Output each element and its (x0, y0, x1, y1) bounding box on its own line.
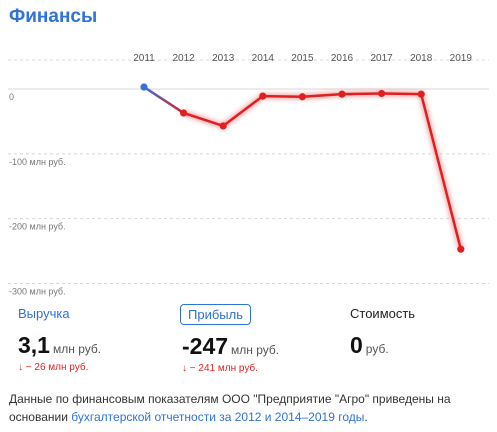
metric-cost-unit: руб. (365, 342, 389, 356)
finance-chart: 0 -100 млн руб. -200 млн руб. -300 млн руб.… (0, 40, 497, 302)
series-line-glow (182, 90, 464, 250)
metric-value-cost[interactable]: Стоимость 0 руб. (350, 304, 415, 359)
x-tick-label: 2013 (212, 53, 235, 64)
metric-revenue-unit: млн руб. (52, 342, 102, 356)
accounting-report-link[interactable]: бухгалтерской отчетности за 2012 и 2014–… (71, 410, 365, 424)
data-point (457, 245, 465, 253)
metric-profit[interactable]: Прибыль -247 млн руб. ↓ − 241 млн руб. (180, 304, 279, 374)
metric-profit-value: -247 (182, 333, 229, 359)
data-point (180, 109, 188, 117)
series-line-first-segment (142, 85, 185, 115)
metric-revenue[interactable]: Выручка 3,1 млн руб. ↓ − 26 млн руб. (18, 304, 101, 373)
metric-cost-label[interactable]: Стоимость (350, 306, 416, 321)
note-text: Данные по финансовым показателям ООО "Пр… (9, 392, 451, 424)
y-tick-label: -200 млн руб. (9, 222, 66, 232)
metric-profit-change: ↓ − 241 млн руб. (182, 363, 258, 374)
metric-profit-label[interactable]: Прибыль (180, 304, 251, 325)
x-tick-label: 2015 (291, 53, 314, 64)
x-tick-label: 2017 (370, 53, 393, 64)
metric-profit-value-row: -247 млн руб. (182, 333, 279, 360)
x-tick-label: 2016 (331, 53, 354, 64)
metric-cost-value: 0 (350, 332, 363, 358)
y-tick-label: -100 млн руб. (9, 157, 66, 167)
metric-revenue-value: 3,1 (18, 332, 50, 358)
data-point (417, 90, 425, 98)
data-point (259, 92, 267, 100)
data-point (140, 83, 148, 91)
series-line (183, 92, 463, 250)
data-point (219, 122, 227, 130)
data-point (298, 93, 306, 101)
note-text-end: . (364, 410, 368, 424)
data-point (378, 89, 386, 98)
data-source-note: Данные по финансовым показателям ООО "Пр… (9, 390, 489, 426)
x-tick-label: 2019 (450, 53, 473, 64)
metric-revenue-label[interactable]: Выручка (18, 306, 70, 321)
data-point (338, 90, 346, 98)
metric-profit-unit: млн руб. (231, 343, 280, 357)
metric-revenue-change: ↓ − 26 млн руб. (18, 362, 89, 373)
y-tick-label: 0 (9, 92, 14, 102)
x-tick-label: 2012 (172, 53, 195, 64)
finance-chart-svg: 0 -100 млн руб. -200 млн руб. -300 млн руб.… (8, 53, 489, 297)
y-tick-label: -300 млн руб. (9, 287, 66, 297)
x-tick-label: 2011 (133, 53, 155, 64)
x-tick-label: 2018 (410, 53, 433, 64)
metric-revenue-value-row: 3,1 млн руб. (18, 332, 101, 359)
section-title: Финансы (9, 6, 98, 27)
x-tick-label: 2014 (252, 53, 275, 64)
metric-cost-value-row: 0 руб. (350, 332, 415, 359)
